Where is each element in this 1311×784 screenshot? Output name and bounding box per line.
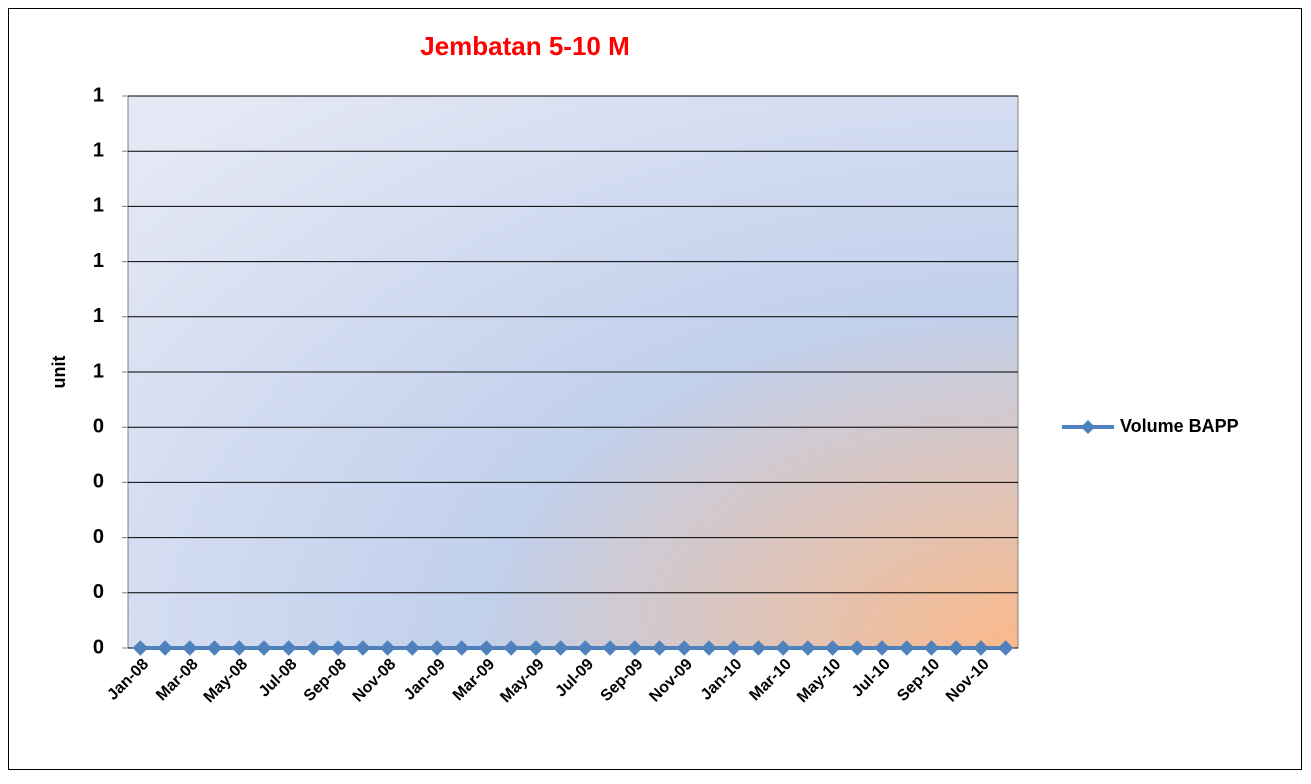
point-marker [948,640,964,656]
point-marker [602,640,618,656]
y-tick-label: 0 [93,581,104,603]
point-marker [478,640,495,656]
point-marker [849,640,866,656]
point-marker [973,640,989,656]
y-axis-label: unit [49,356,69,389]
point-marker [725,640,742,656]
point-marker [429,640,445,656]
point-marker [701,640,717,656]
point-marker [503,640,519,656]
y-tick-label: 1 [93,305,104,327]
point-marker [379,640,396,656]
y-tick-label: 1 [93,84,104,106]
point-marker [305,640,322,656]
point-marker [775,640,791,656]
y-tick-label: 1 [93,139,104,161]
point-marker [280,640,297,656]
point-marker [676,640,692,656]
point-marker [627,640,643,656]
y-tick-label: 0 [93,415,104,437]
point-marker [577,640,594,656]
y-tick-label: 1 [93,250,104,272]
legend-marker [1081,420,1095,434]
chart-title: Jembatan 5-10 M [420,31,630,61]
y-tick-label: 0 [93,526,104,548]
point-marker [552,640,569,656]
point-marker [824,640,841,656]
point-marker [800,640,816,656]
point-marker [330,640,346,656]
point-marker [132,640,149,656]
point-marker [923,640,940,656]
point-marker [899,640,915,656]
legend-label: Volume BAPP [1120,416,1239,436]
point-marker [256,640,272,656]
point-marker [454,640,470,656]
point-marker [206,640,223,656]
point-marker [874,640,890,656]
y-tick-label: 0 [93,471,104,493]
point-marker [182,640,198,656]
point-marker [157,640,173,656]
point-marker [404,640,421,656]
point-marker [651,640,668,656]
point-marker [355,640,371,656]
point-marker [997,640,1014,656]
y-tick-label: 1 [93,195,104,217]
point-marker [528,640,544,656]
point-marker [231,640,247,656]
y-tick-label: 0 [93,636,104,658]
y-tick-label: 1 [93,360,104,382]
point-marker [750,640,767,656]
